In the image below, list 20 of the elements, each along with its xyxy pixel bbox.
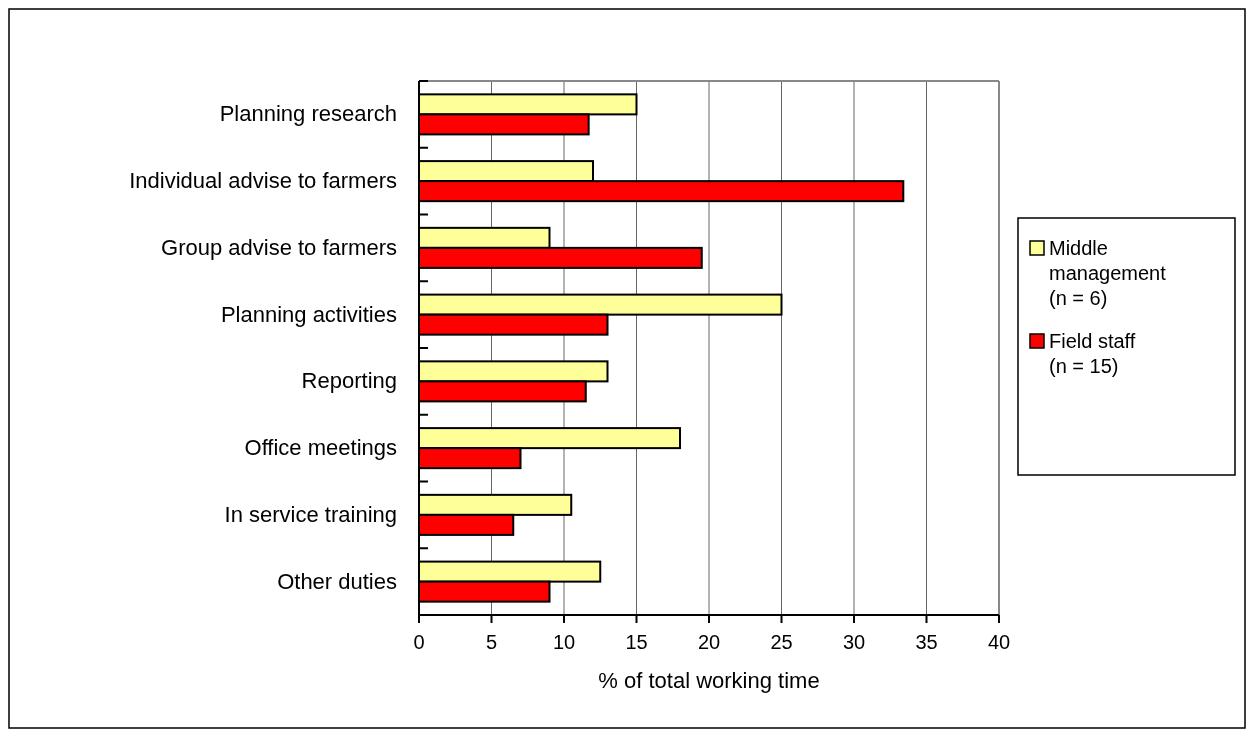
y-tick-label: Individual advise to farmers xyxy=(129,168,397,194)
x-tick-label: 0 xyxy=(413,631,425,653)
y-tick-label: Group advise to farmers xyxy=(161,234,397,260)
x-tick-label: 25 xyxy=(770,631,793,653)
y-tick-label: Planning activities xyxy=(220,301,397,327)
y-tick-label: Other duties xyxy=(277,568,397,594)
legend-label: Field staff (n = 15) xyxy=(1049,330,1136,377)
y-tick-label: Planning research xyxy=(219,101,397,127)
y-tick-label: In service training xyxy=(224,501,397,527)
y-tick-label: Office meetings xyxy=(244,435,397,461)
legend-label: Middle management (n = 6) xyxy=(1049,237,1167,309)
x-tick-label: 15 xyxy=(625,631,648,653)
x-tick-label: 30 xyxy=(842,631,866,653)
x-tick-label: 10 xyxy=(552,631,576,653)
y-tick-label: Reporting xyxy=(301,368,397,394)
x-tick-label: 20 xyxy=(697,631,721,653)
x-tick-label: 40 xyxy=(987,631,1011,653)
x-tick-label: 35 xyxy=(915,631,938,653)
x-axis-title: % of total working time xyxy=(598,668,820,693)
x-tick-label: 5 xyxy=(485,631,498,653)
